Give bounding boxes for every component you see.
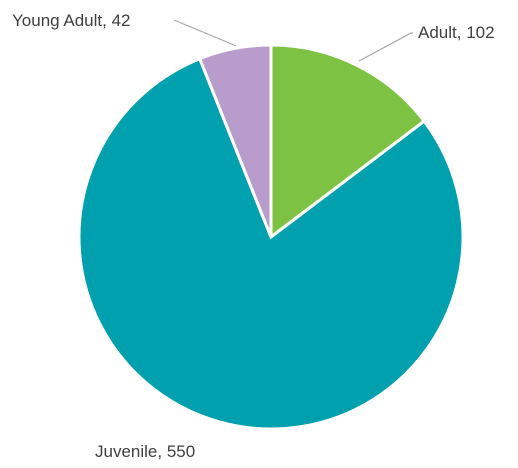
pie-slices	[77, 43, 465, 431]
pie-slice-juvenile	[77, 56, 465, 431]
slice-label-juvenile: Juvenile, 550	[95, 442, 195, 461]
slice-label-young-adult: Young Adult, 42	[12, 11, 131, 30]
slice-label-adult: Adult, 102	[418, 23, 495, 42]
leader-line-young-adult	[173, 19, 237, 47]
pie-slice-young-adult	[197, 43, 273, 238]
leader-line-adult	[358, 32, 413, 62]
pie-slice-adult	[269, 43, 427, 241]
